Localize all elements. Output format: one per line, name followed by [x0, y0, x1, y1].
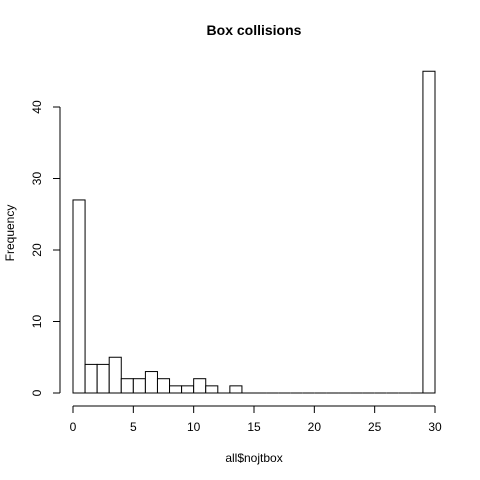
bars-group	[72, 70, 436, 394]
histogram-bar-8	[169, 385, 183, 394]
y-tick-label-1: 10	[30, 315, 44, 329]
x-tick-label-3: 15	[247, 420, 261, 434]
y-tick-label-2: 20	[30, 243, 44, 257]
x-tick-label-6: 30	[428, 420, 442, 434]
x-axis-label: all$nojtbox	[225, 451, 282, 465]
histogram-bar-2	[96, 363, 110, 394]
x-tick-label-2: 10	[187, 420, 201, 434]
histogram-bar-5	[132, 378, 146, 394]
x-tick-label-1: 5	[130, 420, 137, 434]
y-tick-label-4: 40	[30, 100, 44, 114]
x-tick-label-5: 25	[368, 420, 382, 434]
histogram-bar-29	[422, 70, 436, 394]
histogram-bar-7	[156, 378, 171, 394]
histogram-bar-3	[108, 356, 122, 394]
histogram-bar-10	[193, 378, 207, 394]
histogram-bar-13	[229, 385, 243, 394]
x-tick-label-0: 0	[70, 420, 77, 434]
histogram-bar-0	[72, 199, 86, 394]
x-tick-label-4: 20	[308, 420, 322, 434]
histogram-bar-6	[144, 371, 158, 394]
histogram-bar-11	[205, 385, 219, 394]
histogram-bar-4	[120, 378, 134, 394]
chart-title: Box collisions	[207, 22, 302, 38]
y-axis: 0 10 20 30 40	[30, 100, 61, 396]
x-axis: 0 5 10 15 20 25 30	[70, 405, 442, 434]
histogram-bar-1	[84, 363, 98, 394]
histogram-bar-9	[181, 385, 195, 394]
y-tick-label-0: 0	[30, 389, 44, 396]
y-axis-label: Frequency	[3, 205, 17, 262]
y-tick-label-3: 30	[30, 172, 44, 186]
